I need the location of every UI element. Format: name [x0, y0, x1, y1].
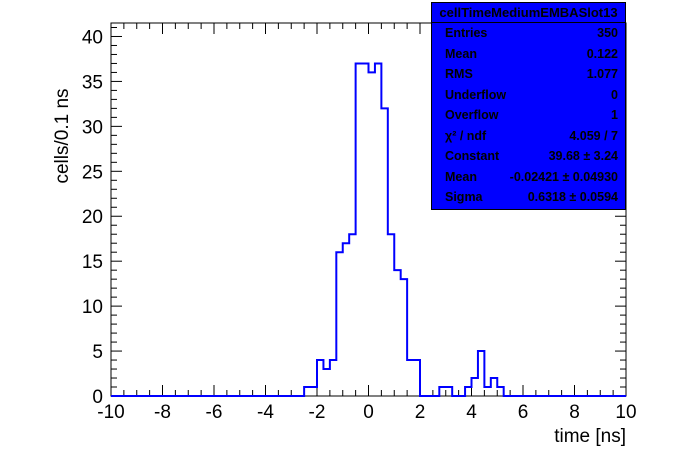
stats-row-value: 350: [597, 26, 618, 40]
stats-row-label: Mean: [445, 46, 477, 61]
stats-row-value: 0.6318 ± 0.0594: [527, 190, 618, 204]
x-tick-label: -8: [154, 402, 171, 423]
y-tick-label: 25: [82, 162, 103, 183]
x-axis-title: time [ns]: [554, 426, 626, 447]
stats-row: Mean -0.02421 ± 0.04930: [432, 167, 625, 188]
stats-row: Overflow 1: [432, 105, 625, 126]
stats-row-label: χ² / ndf: [445, 128, 487, 143]
stats-row-label: Sigma: [445, 190, 483, 204]
stats-rows: Entries 350 Mean 0.122 RMS 1.077 Underflow 0 Ove…: [432, 23, 625, 208]
x-tick-label: 0: [363, 402, 374, 423]
y-tick-label: 40: [82, 27, 103, 48]
stats-row-label: Underflow: [445, 87, 507, 102]
stats-row-label: Entries: [445, 26, 488, 40]
stats-row: Underflow 0: [432, 85, 625, 106]
y-tick-label: 15: [82, 252, 103, 273]
y-tick-label: 0: [92, 387, 103, 408]
stats-row-label: Constant: [445, 149, 500, 163]
stats-row-label: RMS: [445, 67, 473, 81]
x-tick-label: 4: [466, 402, 477, 423]
x-tick-label: -2: [309, 402, 326, 423]
y-axis-title: cells/0.1 ns: [52, 88, 73, 183]
y-tick-label: 20: [82, 207, 103, 228]
stats-row: Constant 39.68 ± 3.24: [432, 146, 625, 167]
stats-row-value: 4.059 / 7: [569, 128, 618, 143]
stats-title: cellTimeMediumEMBASlot13: [432, 3, 625, 23]
stats-row: Mean 0.122: [432, 44, 625, 65]
stats-row-value: 0.122: [586, 46, 618, 61]
stats-row: RMS 1.077: [432, 64, 625, 85]
stats-row-label: Mean: [445, 169, 477, 184]
stats-row-value: 0: [611, 87, 618, 102]
stats-row: Sigma 0.6318 ± 0.0594: [432, 187, 625, 208]
y-tick-label: 30: [82, 117, 103, 138]
x-tick-label: 8: [569, 402, 580, 423]
y-tick-label: 35: [82, 72, 103, 93]
stats-row-value: -0.02421 ± 0.04930: [509, 169, 618, 184]
stats-row: χ² / ndf 4.059 / 7: [432, 126, 625, 147]
histogram-line: [111, 62, 626, 397]
stats-row-value: 1.077: [586, 67, 618, 81]
stats-row-value: 1: [611, 108, 618, 122]
stats-row: Entries 350: [432, 23, 625, 44]
x-tick-label: 6: [518, 402, 529, 423]
x-tick-label: -10: [97, 402, 124, 423]
stats-row-label: Overflow: [445, 108, 499, 122]
histogram-series: [111, 62, 626, 397]
x-tick-label: -4: [257, 402, 274, 423]
x-tick-label: -6: [206, 402, 223, 423]
stats-row-value: 39.68 ± 3.24: [548, 149, 618, 163]
y-tick-label: 5: [92, 342, 103, 363]
y-tick-label: 10: [82, 297, 103, 318]
statistics-box: cellTimeMediumEMBASlot13 Entries 350 Mean 0…: [431, 2, 626, 210]
x-tick-label: 2: [415, 402, 426, 423]
x-tick-label: 10: [615, 402, 636, 423]
